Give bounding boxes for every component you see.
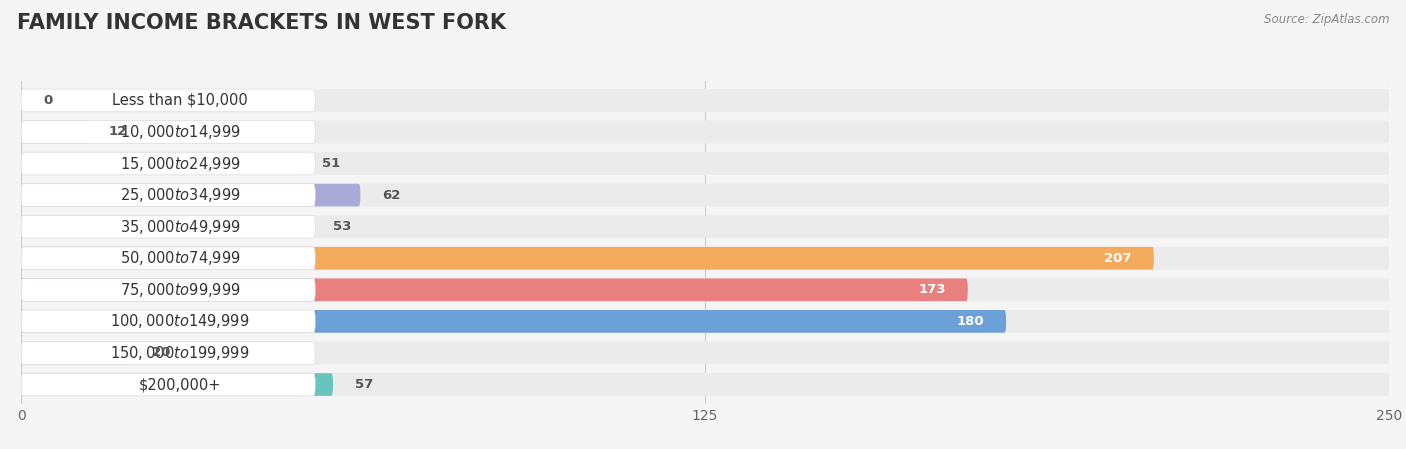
FancyBboxPatch shape — [21, 342, 131, 364]
Text: Source: ZipAtlas.com: Source: ZipAtlas.com — [1264, 13, 1389, 26]
Text: 12: 12 — [108, 125, 127, 138]
FancyBboxPatch shape — [21, 121, 315, 143]
FancyBboxPatch shape — [21, 121, 1389, 143]
FancyBboxPatch shape — [21, 310, 1389, 333]
Text: 173: 173 — [918, 283, 946, 296]
Text: $10,000 to $14,999: $10,000 to $14,999 — [120, 123, 240, 141]
Text: $150,000 to $199,999: $150,000 to $199,999 — [110, 344, 250, 362]
FancyBboxPatch shape — [21, 89, 1389, 112]
Text: $35,000 to $49,999: $35,000 to $49,999 — [120, 218, 240, 236]
FancyBboxPatch shape — [21, 278, 967, 301]
Text: 180: 180 — [956, 315, 984, 328]
Text: 51: 51 — [322, 157, 340, 170]
Text: FAMILY INCOME BRACKETS IN WEST FORK: FAMILY INCOME BRACKETS IN WEST FORK — [17, 13, 506, 34]
Text: $25,000 to $34,999: $25,000 to $34,999 — [120, 186, 240, 204]
Text: 20: 20 — [152, 347, 170, 360]
FancyBboxPatch shape — [21, 278, 315, 301]
FancyBboxPatch shape — [21, 152, 1389, 175]
FancyBboxPatch shape — [21, 152, 315, 175]
Text: 207: 207 — [1105, 252, 1132, 265]
FancyBboxPatch shape — [21, 89, 315, 112]
FancyBboxPatch shape — [21, 342, 315, 364]
FancyBboxPatch shape — [21, 247, 315, 269]
FancyBboxPatch shape — [21, 184, 360, 207]
FancyBboxPatch shape — [21, 121, 87, 143]
Text: 53: 53 — [333, 220, 352, 233]
Text: $200,000+: $200,000+ — [139, 377, 221, 392]
FancyBboxPatch shape — [21, 373, 315, 396]
FancyBboxPatch shape — [21, 184, 1389, 207]
FancyBboxPatch shape — [21, 342, 1389, 364]
FancyBboxPatch shape — [21, 152, 299, 175]
Text: Less than $10,000: Less than $10,000 — [112, 93, 247, 108]
FancyBboxPatch shape — [21, 184, 315, 207]
FancyBboxPatch shape — [21, 216, 311, 238]
FancyBboxPatch shape — [21, 278, 1389, 301]
Text: $50,000 to $74,999: $50,000 to $74,999 — [120, 249, 240, 267]
Text: $75,000 to $99,999: $75,000 to $99,999 — [120, 281, 240, 299]
FancyBboxPatch shape — [21, 216, 315, 238]
FancyBboxPatch shape — [21, 373, 1389, 396]
FancyBboxPatch shape — [21, 373, 333, 396]
FancyBboxPatch shape — [21, 310, 1007, 333]
Text: 57: 57 — [354, 378, 373, 391]
Text: 62: 62 — [382, 189, 401, 202]
FancyBboxPatch shape — [21, 216, 1389, 238]
FancyBboxPatch shape — [21, 247, 1389, 269]
FancyBboxPatch shape — [21, 310, 315, 333]
Text: $15,000 to $24,999: $15,000 to $24,999 — [120, 154, 240, 172]
FancyBboxPatch shape — [21, 247, 1154, 269]
Text: $100,000 to $149,999: $100,000 to $149,999 — [110, 313, 250, 330]
Text: 0: 0 — [44, 94, 52, 107]
